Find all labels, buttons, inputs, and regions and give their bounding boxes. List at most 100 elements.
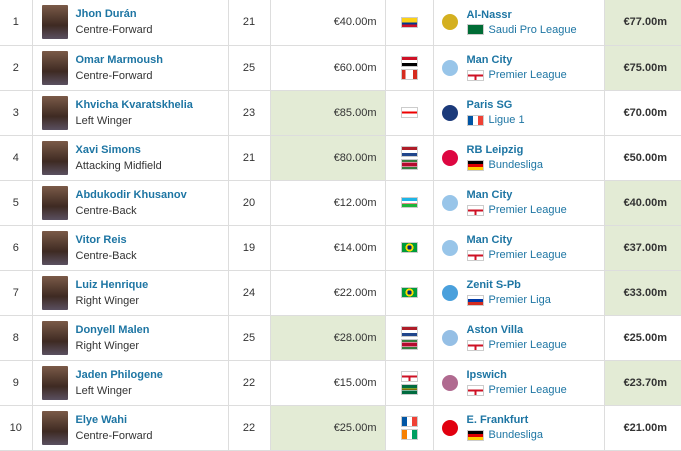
market-value: €22.00m [270, 270, 386, 316]
transfer-fee: €25.00m [604, 315, 681, 361]
club-name-link[interactable]: Man City [466, 189, 513, 201]
age: 21 [228, 135, 271, 181]
rank: 4 [0, 135, 33, 181]
player-position: Centre-Forward [75, 24, 153, 37]
league-flag-icon [466, 114, 484, 126]
player-position: Centre-Forward [75, 69, 153, 82]
transfer-fee: €21.00m [604, 405, 681, 451]
player-position: Right Winger [75, 339, 140, 352]
player-position: Centre-Back [75, 204, 137, 217]
player-photo[interactable] [41, 140, 68, 175]
league-link[interactable]: Premier League [488, 69, 567, 81]
league-link[interactable]: Bundesliga [488, 429, 543, 441]
league-link[interactable]: Premier League [488, 249, 567, 261]
flag-netherlands-icon [400, 145, 418, 157]
league-link[interactable]: Premier League [488, 204, 567, 216]
player-photo[interactable] [41, 95, 68, 130]
flag-ivory-coast-icon [400, 428, 418, 440]
flag-brazil-icon [400, 287, 418, 298]
age: 24 [228, 270, 271, 316]
league-link[interactable]: Bundesliga [488, 159, 543, 171]
market-value: €15.00m [270, 360, 386, 406]
club-name-link[interactable]: Zenit S-Pb [466, 279, 521, 291]
club-crest-icon[interactable] [441, 59, 458, 76]
club-name-link[interactable]: Aston Villa [466, 324, 524, 336]
market-value: €14.00m [270, 225, 386, 271]
transfer-fee: €75.00m [604, 45, 681, 91]
player-name-link[interactable]: Jaden Philogene [75, 368, 163, 381]
age: 25 [228, 45, 271, 91]
player-name-link[interactable]: Vitor Reis [75, 233, 127, 246]
club-name-link[interactable]: Ipswich [466, 369, 507, 381]
flag-netherlands-icon [400, 325, 418, 337]
flag-georgia-icon [400, 107, 418, 118]
league-link[interactable]: Ligue 1 [488, 114, 525, 126]
transfer-fee: €23.70m [604, 360, 681, 406]
league-flag-icon [466, 24, 484, 36]
player-name-link[interactable]: Donyell Malen [75, 323, 150, 336]
player-photo[interactable] [41, 275, 68, 310]
player-name-link[interactable]: Luiz Henrique [75, 278, 149, 291]
league-link[interactable]: Premier League [488, 384, 567, 396]
rank: 9 [0, 360, 33, 406]
club-crest-icon[interactable] [441, 329, 458, 346]
club-name-link[interactable]: Paris SG [466, 99, 513, 111]
player-photo[interactable] [41, 410, 68, 445]
flag-uzbekistan-icon [400, 197, 418, 208]
club-name-link[interactable]: Al-Nassr [466, 8, 512, 21]
market-value: €80.00m [270, 135, 386, 181]
rank: 8 [0, 315, 33, 361]
transfer-fee: €37.00m [604, 225, 681, 271]
club-crest-icon[interactable] [441, 374, 458, 391]
club-crest-icon[interactable] [441, 14, 458, 31]
player-photo[interactable] [41, 185, 68, 220]
club-crest-icon[interactable] [441, 104, 458, 121]
age: 22 [228, 405, 271, 451]
club-crest-icon[interactable] [441, 239, 458, 256]
table-row: 5 Abdukodir Khusanov Centre-Back 20 €12.… [0, 180, 681, 226]
player-photo[interactable] [41, 50, 68, 85]
club-name-link[interactable]: Man City [466, 54, 513, 66]
market-value: €60.00m [270, 45, 386, 91]
player-name-link[interactable]: Omar Marmoush [75, 53, 163, 66]
rank: 6 [0, 225, 33, 271]
player-name-link[interactable]: Abdukodir Khusanov [75, 188, 187, 201]
club-crest-icon[interactable] [441, 284, 458, 301]
flag-brazil-icon [400, 242, 418, 253]
player-name-link[interactable]: Xavi Simons [75, 143, 141, 156]
flag-egypt-icon [400, 55, 418, 67]
transfer-fee: €70.00m [604, 90, 681, 136]
player-position: Centre-Back [75, 249, 137, 262]
league-link[interactable]: Saudi Pro League [488, 23, 577, 36]
player-photo[interactable] [41, 320, 68, 355]
league-link[interactable]: Premier League [488, 339, 567, 351]
player-name-link[interactable]: Khvicha Kvaratskhelia [75, 98, 193, 111]
flag-colombia-icon [400, 16, 418, 28]
rank: 3 [0, 90, 33, 136]
club-crest-icon[interactable] [441, 194, 458, 211]
league-flag-icon [466, 429, 484, 441]
table-row: 6 Vitor Reis Centre-Back 19 €14.00m Man … [0, 225, 681, 271]
nationality-flags [385, 45, 434, 91]
league-link[interactable]: Premier Liga [488, 294, 551, 306]
rank: 2 [0, 45, 33, 91]
nationality-flags [385, 180, 434, 226]
player-photo[interactable] [41, 365, 68, 400]
player-photo[interactable] [41, 5, 68, 40]
transfer-fee: €40.00m [604, 180, 681, 226]
table-row: 8 Donyell Malen Right Winger 25 €28.00m … [0, 315, 681, 361]
club-name-link[interactable]: RB Leipzig [466, 144, 524, 156]
player-name-link[interactable]: Elye Wahi [75, 413, 128, 426]
club-name-link[interactable]: Man City [466, 234, 513, 246]
club-name-link[interactable]: E. Frankfurt [466, 414, 529, 426]
player-position: Attacking Midfield [75, 159, 162, 172]
nationality-flags [385, 315, 434, 361]
league-flag-icon [466, 159, 484, 171]
player-name-link[interactable]: Jhon Durán [75, 8, 137, 21]
club-crest-icon[interactable] [441, 149, 458, 166]
flag-suriname-icon [400, 338, 418, 350]
club-crest-icon[interactable] [441, 419, 458, 436]
age: 25 [228, 315, 271, 361]
player-photo[interactable] [41, 230, 68, 265]
